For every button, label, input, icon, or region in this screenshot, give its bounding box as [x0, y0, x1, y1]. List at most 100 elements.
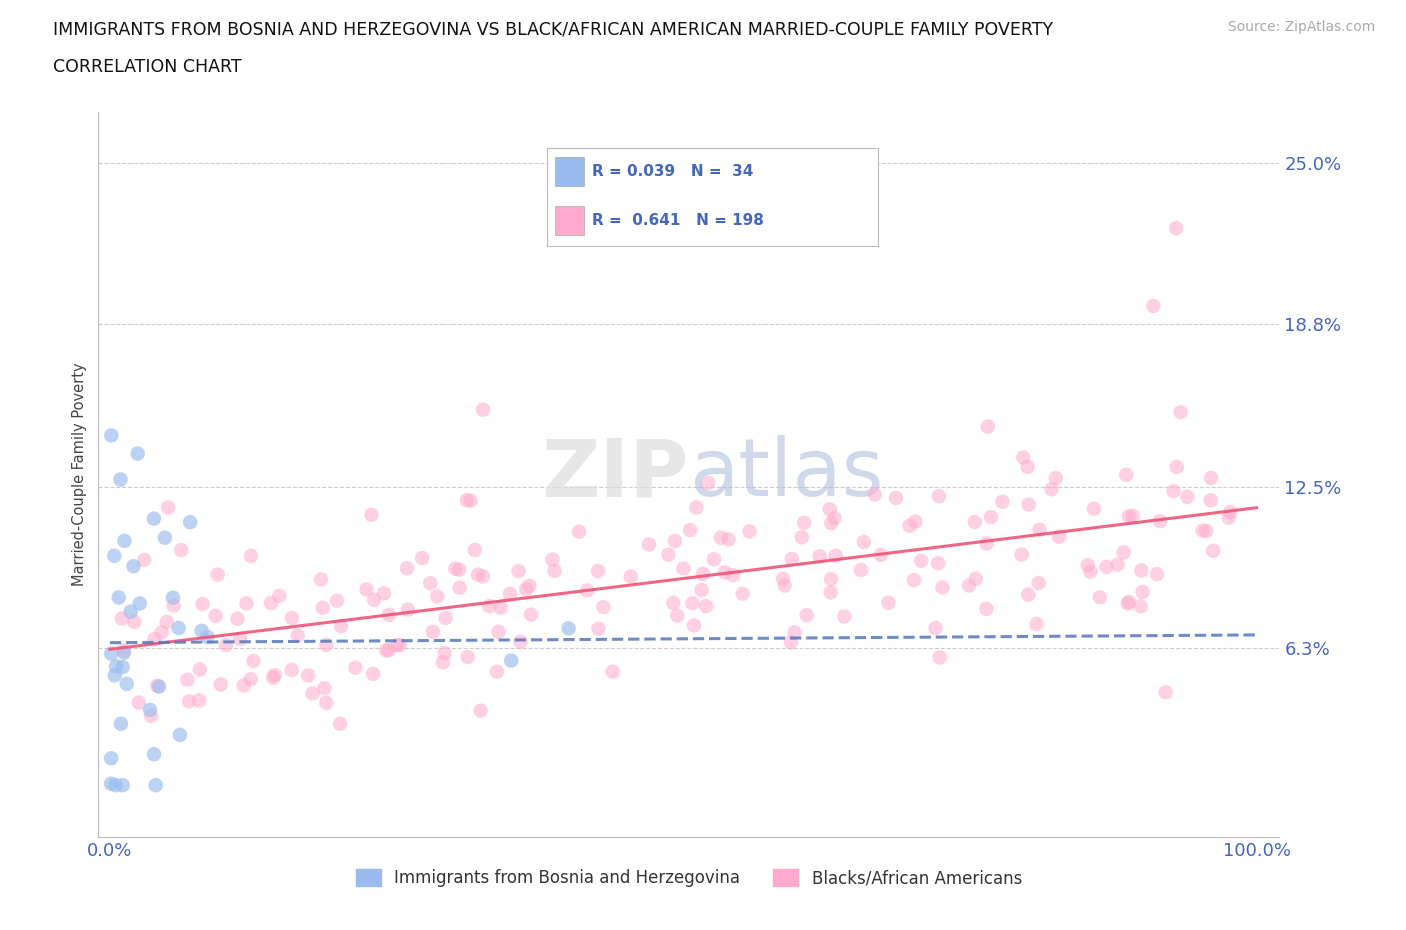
Point — [315, 637, 337, 652]
Point — [103, 549, 125, 564]
Point — [1118, 509, 1140, 524]
Point — [1095, 560, 1118, 575]
Point — [980, 510, 1002, 525]
Point — [422, 624, 444, 639]
Point — [682, 596, 704, 611]
Point — [229, 631, 252, 646]
Point — [1154, 685, 1177, 700]
Point — [1163, 484, 1185, 498]
Point — [209, 677, 232, 692]
Point — [731, 586, 754, 601]
Point — [361, 667, 384, 682]
Point — [796, 607, 818, 622]
Point — [153, 530, 176, 545]
Point — [927, 556, 949, 571]
Point — [373, 586, 395, 601]
Point — [870, 548, 893, 563]
Point — [375, 643, 398, 658]
Point — [823, 511, 845, 525]
Point — [910, 553, 932, 568]
Point — [1011, 547, 1033, 562]
Point — [588, 621, 610, 636]
Point — [188, 662, 211, 677]
Point — [928, 650, 950, 665]
Point — [363, 592, 385, 607]
Point — [1142, 299, 1164, 313]
Point — [464, 542, 486, 557]
Point — [1012, 450, 1035, 465]
Point — [1122, 509, 1144, 524]
Point — [460, 494, 482, 509]
Point — [104, 668, 127, 683]
Point — [110, 716, 132, 731]
Point — [344, 660, 367, 675]
Point — [104, 777, 127, 792]
Point — [114, 534, 136, 549]
Point — [928, 489, 950, 504]
Point — [568, 525, 591, 539]
Point — [419, 576, 441, 591]
Point — [124, 615, 146, 630]
Text: atlas: atlas — [689, 435, 883, 513]
Point — [657, 547, 679, 562]
Point — [287, 628, 309, 643]
Point — [834, 609, 856, 624]
Point — [242, 654, 264, 669]
Point — [710, 530, 733, 545]
Point — [672, 561, 695, 576]
Point — [638, 537, 661, 551]
Point — [1195, 524, 1218, 538]
Point — [378, 643, 401, 658]
Point — [849, 563, 872, 578]
Point — [226, 611, 249, 626]
Point — [793, 515, 815, 530]
Point — [1088, 590, 1111, 604]
Point — [713, 565, 735, 580]
Point — [142, 512, 165, 526]
Point — [139, 709, 162, 724]
Point — [772, 571, 794, 586]
Point — [620, 569, 643, 584]
Point — [297, 668, 319, 683]
Point — [112, 645, 135, 660]
Point — [356, 582, 378, 597]
Point — [557, 621, 579, 636]
Point — [1077, 558, 1099, 573]
Point — [1083, 501, 1105, 516]
Point — [309, 572, 332, 587]
Point — [898, 518, 921, 533]
Text: CORRELATION CHART: CORRELATION CHART — [53, 58, 242, 75]
Point — [1118, 594, 1140, 609]
Point — [1047, 529, 1070, 544]
Point — [329, 716, 352, 731]
Point — [863, 487, 886, 502]
Point — [207, 567, 229, 582]
Point — [780, 551, 803, 566]
Point — [100, 777, 122, 791]
Point — [388, 638, 411, 653]
Point — [457, 649, 479, 664]
Point — [489, 600, 512, 615]
Point — [931, 580, 953, 595]
Point — [965, 571, 987, 586]
Point — [662, 595, 685, 610]
Point — [703, 551, 725, 566]
Point — [1017, 459, 1039, 474]
Point — [820, 585, 842, 600]
Point — [1202, 543, 1225, 558]
Point — [378, 607, 401, 622]
Point — [170, 543, 193, 558]
Point — [1149, 513, 1171, 528]
Point — [586, 564, 609, 578]
Point — [100, 646, 122, 661]
Point — [262, 671, 284, 685]
Point — [957, 578, 980, 593]
Point — [1107, 557, 1129, 572]
Point — [485, 664, 508, 679]
Point — [1028, 576, 1050, 591]
Point — [852, 535, 875, 550]
Point — [820, 516, 842, 531]
Point — [1166, 220, 1188, 235]
Y-axis label: Married-Couple Family Poverty: Married-Couple Family Poverty — [72, 363, 87, 586]
Point — [434, 610, 457, 625]
